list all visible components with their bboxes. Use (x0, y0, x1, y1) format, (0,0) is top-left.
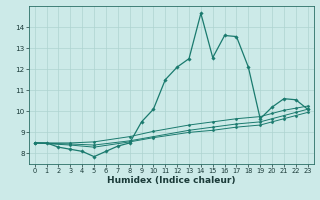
X-axis label: Humidex (Indice chaleur): Humidex (Indice chaleur) (107, 176, 236, 185)
